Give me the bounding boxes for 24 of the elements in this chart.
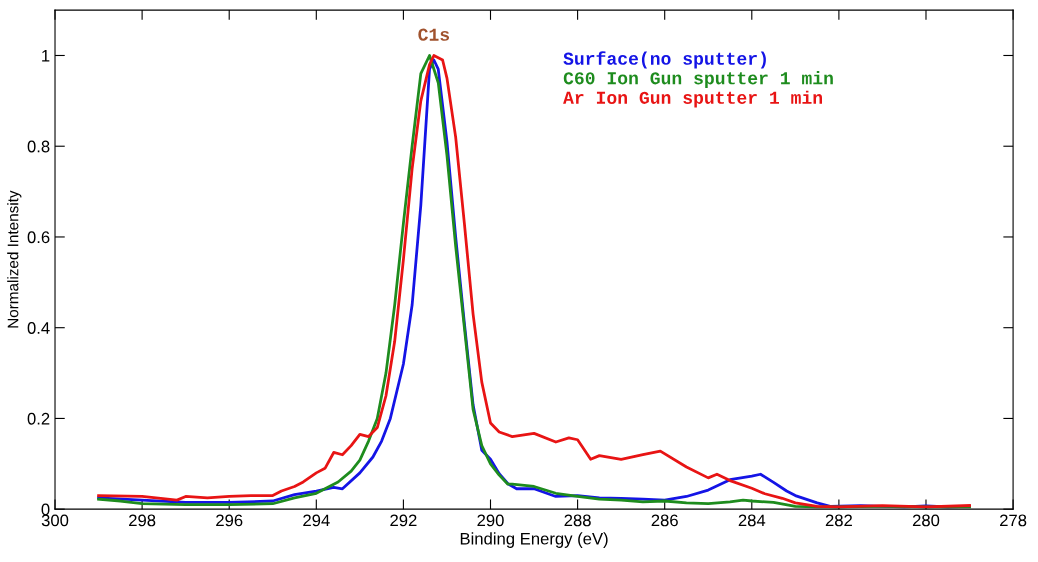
text: C60 Ion Gun sputter 1 min <box>563 71 833 88</box>
x-tick-label: 300 <box>41 514 69 527</box>
y-tick-label: 0.2 <box>27 412 50 425</box>
x-tick-label: 284 <box>738 514 766 527</box>
x-tick-label: 288 <box>564 514 591 527</box>
y-axis-title: Normalized Intensity <box>7 190 22 328</box>
x-tick-label: 280 <box>912 514 940 527</box>
annotation: C1s <box>418 28 450 41</box>
x-tick-label: 296 <box>216 514 243 527</box>
y-tick-label: 0.8 <box>27 140 50 153</box>
x-tick-label: 278 <box>1000 514 1027 527</box>
y-tick-label: 1 <box>42 50 50 62</box>
x-tick-label: 282 <box>825 514 852 527</box>
x-tick-label: 290 <box>477 514 504 527</box>
text: Ar Ion Gun sputter 1 min <box>563 90 822 108</box>
x-tick-label: 298 <box>129 514 156 527</box>
x-tick-label: 292 <box>390 514 417 527</box>
y-tick-label: 0.6 <box>27 231 50 244</box>
x-tick-label: 286 <box>651 514 678 527</box>
x-axis-title: Binding Energy (eV) <box>460 532 608 548</box>
y-tick-label: 0.4 <box>27 322 50 334</box>
x-tick-label: 294 <box>303 514 330 527</box>
text: Surface(no sputter) <box>563 51 766 69</box>
y-tick-label: 0 <box>41 503 50 516</box>
